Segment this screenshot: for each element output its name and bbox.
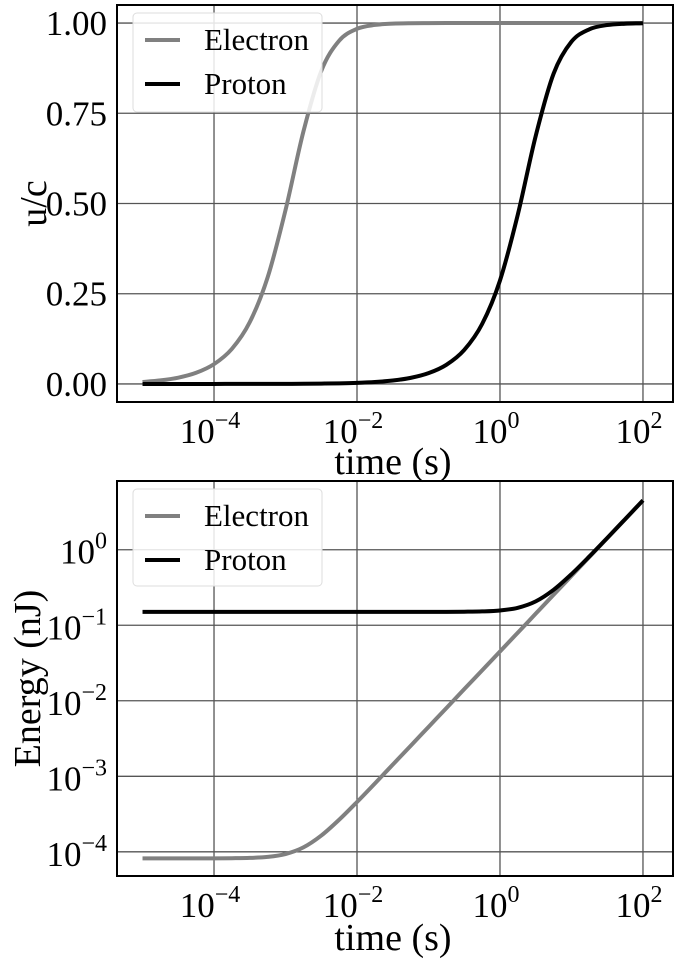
x-tick-base: 10 (180, 412, 215, 451)
x-tick-label: 100 (472, 882, 519, 925)
x-tick-base: 10 (615, 412, 650, 451)
x-tick-label: 10−4 (180, 882, 241, 925)
series-line-electron (142, 499, 645, 861)
x-tick-base: 10 (472, 886, 507, 925)
x-tick-base: 10 (472, 412, 507, 451)
legend-label-electron: Electron (204, 498, 310, 533)
legend-label-proton: Proton (204, 542, 287, 577)
x-tick-base: 10 (323, 412, 358, 451)
x-tick-base: 10 (615, 886, 650, 925)
y-tick-label: 10−2 (46, 680, 107, 723)
y-tick-base: 10 (46, 608, 81, 647)
energy-chart: 10−4 10−2 100 10210−410−310−210−1100Electro… (7, 480, 674, 959)
y-tick-exponent: −3 (81, 755, 107, 781)
y-tick-label: 10−1 (46, 604, 107, 647)
plot-frame (116, 4, 674, 403)
y-tick-label: 10−3 (46, 755, 107, 798)
y-tick-base: 10 (46, 759, 81, 798)
y-tick-label: 0.00 (46, 365, 107, 404)
x-tick-exponent: −2 (358, 408, 384, 434)
y-tick-base: 10 (46, 835, 81, 874)
plot-frame (116, 480, 674, 877)
y-tick-base: 10 (60, 533, 95, 572)
legend-box (132, 488, 323, 587)
x-tick-label: 10−2 (323, 882, 384, 925)
y-axis-label: u/c (13, 180, 55, 226)
x-tick-label: 102 (615, 408, 662, 451)
y-axis-label: Energy (nJ) (7, 590, 49, 768)
x-tick-exponent: 0 (507, 408, 519, 434)
y-tick-exponent: −2 (81, 680, 107, 706)
series-line-electron (142, 21, 643, 384)
x-tick-label: 102 (615, 882, 662, 925)
y-tick-label: 100 (60, 529, 107, 572)
legend: Electron Proton (132, 488, 323, 587)
legend-box (132, 12, 323, 113)
x-tick-exponent: 2 (650, 882, 662, 908)
x-tick-exponent: 0 (507, 882, 519, 908)
y-tick-label: 0.25 (46, 275, 107, 314)
x-tick-label: 10−2 (323, 408, 384, 451)
x-tick-exponent: −2 (358, 882, 384, 908)
x-tick-label: 100 (472, 408, 519, 451)
y-tick-label: 10−4 (46, 831, 107, 874)
y-tick-label: 0.50 (46, 185, 107, 224)
y-tick-exponent: −4 (81, 831, 107, 857)
y-tick-label: 1.00 (46, 4, 107, 43)
y-tick-label: 0.75 (46, 94, 107, 133)
y-tick-exponent: 0 (95, 529, 107, 555)
x-tick-exponent: −4 (215, 408, 241, 434)
series-line-proton (142, 21, 644, 386)
legend: Electron Proton (132, 12, 323, 113)
series-line-proton (142, 498, 645, 614)
y-tick-exponent: −1 (81, 604, 107, 630)
x-tick-base: 10 (323, 886, 358, 925)
x-tick-exponent: 2 (650, 408, 662, 434)
y-tick-base: 10 (46, 684, 81, 723)
legend-label-proton: Proton (204, 66, 287, 101)
x-axis-label: time (s) (334, 441, 451, 483)
x-axis-label: time (s) (334, 917, 451, 959)
x-tick-label: 10−4 (180, 408, 241, 451)
x-tick-base: 10 (180, 886, 215, 925)
legend-label-electron: Electron (204, 22, 310, 57)
x-tick-exponent: −4 (215, 882, 241, 908)
